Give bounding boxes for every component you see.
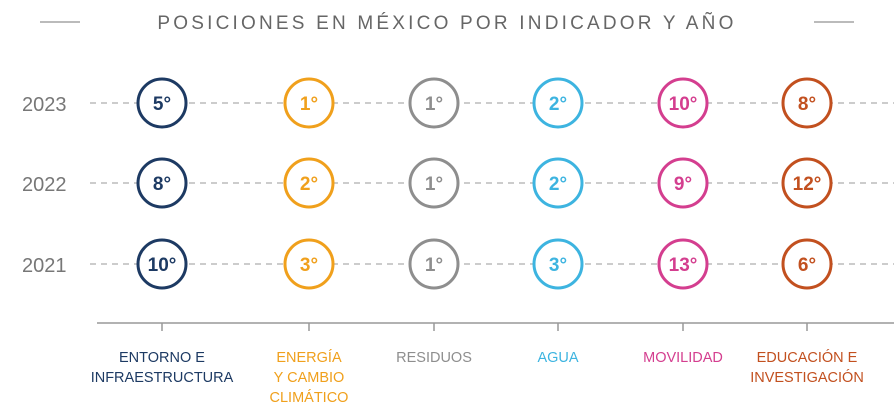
position-circle: [781, 157, 833, 209]
year-label: 2022: [22, 174, 67, 196]
position-label: 9°: [674, 174, 692, 195]
position-circle: [136, 157, 188, 209]
position-label: 2°: [549, 94, 567, 115]
position-label: 10°: [669, 94, 698, 115]
position-circle: [781, 238, 833, 290]
position-circle: [657, 157, 709, 209]
position-circle: [283, 77, 335, 129]
position-label: 13°: [669, 255, 698, 276]
position-label: 1°: [425, 174, 443, 195]
position-label: 8°: [153, 174, 171, 195]
position-circle: [136, 238, 188, 290]
position-circle: [408, 77, 460, 129]
position-circle: [532, 77, 584, 129]
indicator-label: INFRAESTRUCTURA: [91, 370, 234, 386]
position-label: 6°: [798, 255, 816, 276]
chart-title: POSICIONES EN MÉXICO POR INDICADOR Y AÑO: [157, 12, 736, 34]
position-label: 12°: [793, 174, 822, 195]
position-label: 5°: [153, 94, 171, 115]
position-circle: [532, 238, 584, 290]
position-label: 1°: [425, 94, 443, 115]
position-circle: [657, 77, 709, 129]
indicator-label: RESIDUOS: [396, 350, 472, 366]
position-circle: [283, 157, 335, 209]
position-label: 2°: [549, 174, 567, 195]
indicator-label: AGUA: [537, 350, 578, 366]
position-circle: [283, 238, 335, 290]
position-label: 10°: [148, 255, 177, 276]
indicator-label: INVESTIGACIÓN: [750, 369, 864, 386]
position-label: 3°: [300, 255, 318, 276]
position-circle: [532, 157, 584, 209]
position-circle: [408, 238, 460, 290]
indicator-label: CLIMÁTICO: [270, 389, 349, 402]
indicator-label: ENTORNO E: [119, 350, 205, 366]
year-label: 2023: [22, 94, 67, 116]
position-circle: [408, 157, 460, 209]
position-circle: [657, 238, 709, 290]
year-label: 2021: [22, 255, 67, 277]
indicator-label: MOVILIDAD: [643, 350, 723, 366]
indicator-label: EDUCACIÓN E: [757, 349, 858, 366]
indicator-label: ENERGÍA: [276, 349, 342, 366]
position-label: 2°: [300, 174, 318, 195]
position-label: 3°: [549, 255, 567, 276]
position-circle: [781, 77, 833, 129]
position-label: 1°: [425, 255, 443, 276]
position-circle: [136, 77, 188, 129]
indicator-label: Y CAMBIO: [274, 370, 345, 386]
position-label: 8°: [798, 94, 816, 115]
position-label: 1°: [300, 94, 318, 115]
